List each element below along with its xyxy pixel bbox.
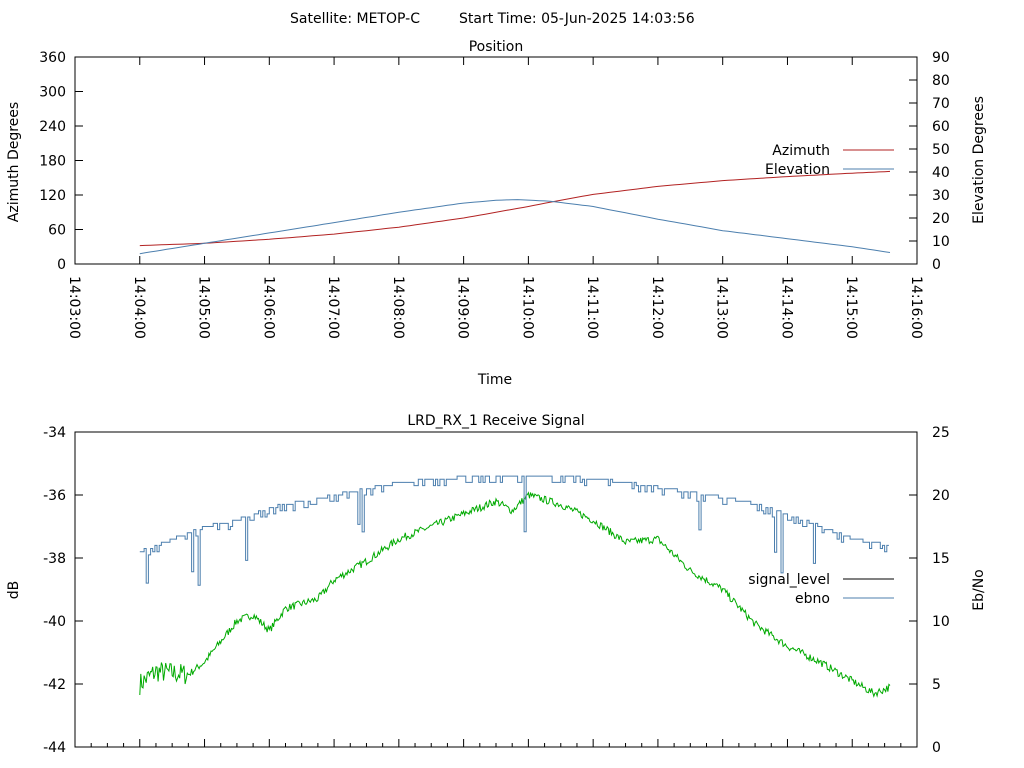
position-legend-label: Elevation (765, 162, 830, 178)
receive-signal-chart: LRD_RX_1 Receive Signal dB Eb/No -44 -42 -… (6, 413, 987, 756)
position-y2-tick-label: 40 (932, 165, 950, 181)
signal-series-signal-level (139, 491, 891, 698)
signal-y-tick-label: -40 (43, 614, 66, 630)
position-y-tick-label: 60 (48, 223, 66, 239)
signal-y2-tick-label: 10 (932, 614, 950, 630)
position-x-tick-label: 14:15:00 (843, 276, 859, 339)
position-y2-tick-label: 30 (932, 188, 950, 204)
position-y-tick-label: 360 (39, 50, 66, 66)
position-x-tick-label: 14:16:00 (908, 276, 924, 339)
position-x-tick-label: 14:08:00 (390, 276, 406, 339)
position-x-tick-label: 14:05:00 (196, 276, 212, 339)
position-series-elevation (139, 199, 891, 255)
position-legend-label: Azimuth (772, 143, 830, 159)
position-y2-tick-label: 10 (932, 234, 950, 250)
signal-y-tick-label: -34 (43, 425, 66, 441)
satellite-label: Satellite: METOP-C (290, 11, 420, 27)
position-y-tick-label: 240 (39, 119, 66, 135)
position-y-tick-label: 180 (39, 154, 66, 170)
signal-series-ebno (139, 475, 889, 586)
signal-y2-axis-label: Eb/No (971, 569, 987, 611)
position-x-tick-label: 14:04:00 (131, 276, 147, 339)
signal-y-axis-label: dB (6, 581, 22, 600)
position-chart: Position Time Azimuth Degrees Elevation … (6, 39, 987, 388)
signal-y2-tick-label: 20 (932, 488, 950, 504)
position-plot-frame (74, 56, 918, 265)
position-series-azimuth (139, 170, 891, 247)
signal-y-tick-label: -38 (43, 551, 66, 567)
position-x-tick-label: 14:13:00 (714, 276, 730, 339)
signal-legend-label: signal_level (748, 572, 830, 588)
position-x-tick-label: 14:11:00 (584, 276, 600, 339)
position-y-tick-label: 120 (39, 188, 66, 204)
position-chart-title: Position (469, 39, 524, 55)
position-y2-tick-label: 0 (932, 257, 941, 273)
position-x-tick-label: 14:06:00 (260, 276, 276, 339)
signal-y-tick-label: -36 (43, 488, 66, 504)
position-x-axis-label: Time (477, 372, 512, 388)
position-y2-axis-label: Elevation Degrees (971, 96, 987, 224)
position-x-tick-label: 14:10:00 (519, 276, 535, 339)
position-y2-tick-label: 70 (932, 96, 950, 112)
position-x-tick-label: 14:14:00 (778, 276, 794, 339)
signal-y-tick-label: -42 (43, 677, 66, 693)
signal-y-tick-label: -44 (43, 740, 66, 756)
signal-legend-label: ebno (795, 591, 830, 607)
position-y2-tick-label: 60 (932, 119, 950, 135)
signal-y2-tick-label: 25 (932, 425, 950, 441)
position-y2-tick-label: 80 (932, 73, 950, 89)
position-y2-tick-label: 90 (932, 50, 950, 66)
position-x-tick-label: 14:12:00 (649, 276, 665, 339)
position-x-tick-label: 14:03:00 (66, 276, 82, 339)
position-y-axis-label: Azimuth Degrees (6, 102, 22, 222)
signal-y2-tick-label: 5 (932, 677, 941, 693)
signal-y2-tick-label: 15 (932, 551, 950, 567)
position-y-tick-label: 0 (57, 257, 66, 273)
position-y2-tick-label: 20 (932, 211, 950, 227)
position-x-tick-label: 14:09:00 (455, 276, 471, 339)
position-x-tick-label: 14:07:00 (325, 276, 341, 339)
signal-chart-title: LRD_RX_1 Receive Signal (407, 413, 584, 429)
position-y-tick-label: 300 (39, 85, 66, 101)
signal-y2-tick-label: 0 (932, 740, 941, 756)
start-time-label: Start Time: 05-Jun-2025 14:03:56 (459, 11, 695, 27)
position-y2-tick-label: 50 (932, 142, 950, 158)
